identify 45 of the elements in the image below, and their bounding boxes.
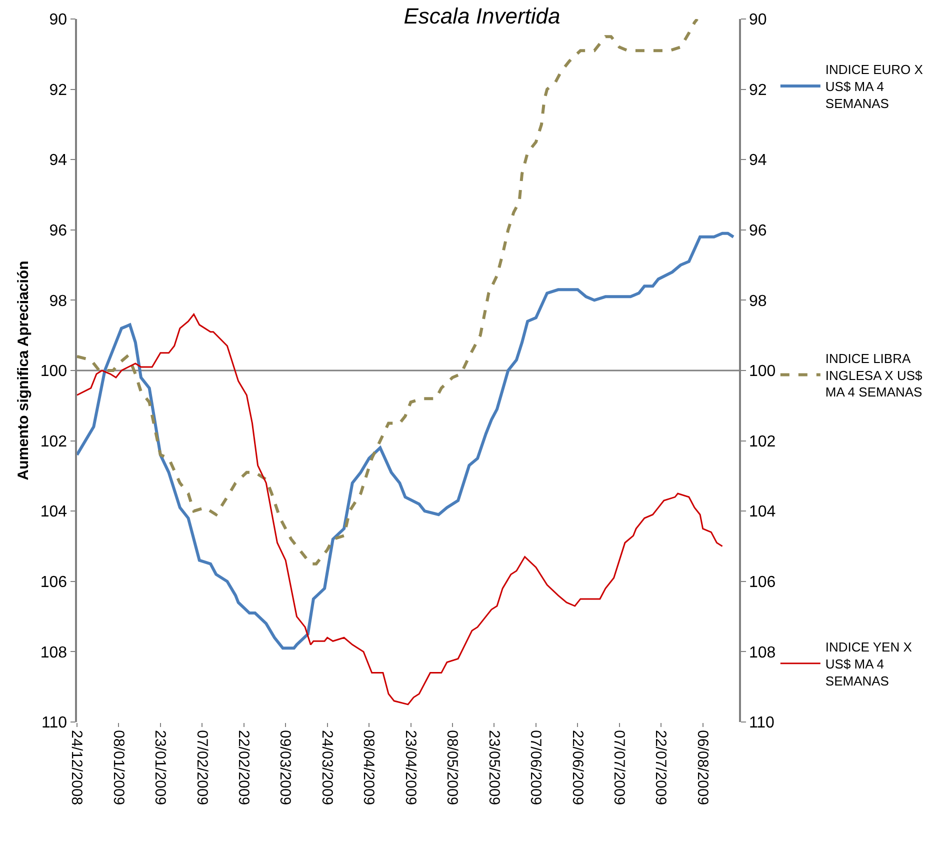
y2-tick-label: 108 bbox=[748, 644, 776, 662]
x-tick-label: 07/02/2009 bbox=[193, 730, 210, 806]
y-tick-label: 94 bbox=[49, 152, 68, 170]
x-tick-label: 22/07/2009 bbox=[652, 730, 670, 806]
y2-tick-label: 92 bbox=[748, 82, 767, 99]
line-series bbox=[77, 232, 735, 650]
y2-tick-label: 104 bbox=[748, 504, 776, 521]
y-tick-label: 108 bbox=[40, 644, 68, 662]
y2-tick-label: 102 bbox=[748, 433, 776, 450]
y-axis-title: Aumento significa Apreciación bbox=[15, 260, 32, 480]
y2-tick-label: 100 bbox=[748, 363, 776, 380]
y-tick-label: 92 bbox=[49, 82, 68, 99]
y-tick-label: 104 bbox=[40, 504, 68, 521]
y2-tick-label: 94 bbox=[748, 152, 767, 170]
legend-label: INDICE YEN X US$ MA 4 SEMANAS bbox=[825, 640, 912, 688]
legend-label: INDICE EURO X US$ MA 4 SEMANAS bbox=[825, 62, 924, 111]
y-tick-label: 102 bbox=[40, 433, 68, 450]
line-series bbox=[77, 314, 724, 706]
y-tick-label: 106 bbox=[40, 574, 68, 591]
y2-tick-label: 110 bbox=[748, 714, 775, 732]
x-tick-label: 24/12/2008 bbox=[68, 730, 86, 806]
y2-tick-label: 98 bbox=[748, 292, 767, 310]
y-tick-label: 100 bbox=[40, 363, 68, 380]
x-tick-label: 08/04/2009 bbox=[360, 730, 378, 806]
legend-label: INDICE LIBRA INGLESA X US$ MA 4 SEMANAS bbox=[825, 350, 923, 400]
x-tick-label: 09/03/2009 bbox=[276, 730, 294, 806]
x-tick-label: 08/05/2009 bbox=[444, 730, 461, 806]
x-tick-label: 07/06/2009 bbox=[527, 730, 544, 806]
y-tick-label: 90 bbox=[49, 12, 68, 29]
x-tick-label: 08/01/2009 bbox=[110, 730, 127, 806]
y2-tick-label: 96 bbox=[748, 222, 767, 240]
x-tick-label: 23/05/2009 bbox=[485, 730, 502, 806]
y2-tick-label: 90 bbox=[748, 12, 767, 29]
y-tick-label: 96 bbox=[49, 222, 68, 240]
y-tick-label: 110 bbox=[42, 714, 68, 732]
chart-title: Escala Invertida bbox=[404, 3, 560, 28]
x-tick-label: 07/07/2009 bbox=[610, 730, 628, 806]
x-tick-label: 22/02/2009 bbox=[235, 730, 252, 806]
x-tick-label: 23/04/2009 bbox=[402, 730, 419, 806]
x-tick-label: 23/01/2009 bbox=[152, 730, 169, 806]
y2-tick-label: 106 bbox=[748, 574, 776, 591]
x-tick-label: 22/06/2009 bbox=[568, 730, 586, 806]
x-tick-label: 06/08/2009 bbox=[694, 730, 711, 806]
y-tick-label: 98 bbox=[49, 292, 68, 310]
x-tick-label: 24/03/2009 bbox=[318, 730, 336, 806]
